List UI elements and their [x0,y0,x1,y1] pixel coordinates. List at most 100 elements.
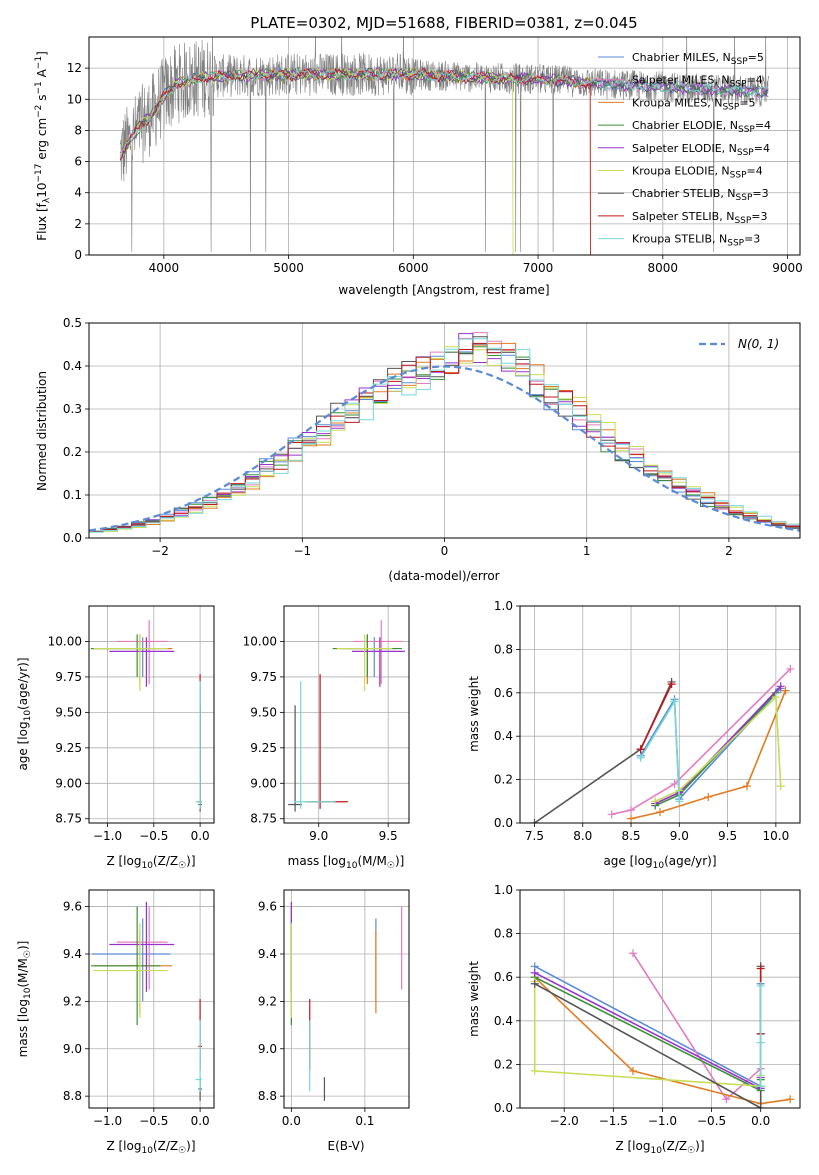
age-vs-Z-chart-frame [88,605,215,824]
x-axis-label-part: Z [log [106,854,141,868]
weight-Z-line-chabrier_stelib [534,966,762,1108]
weight-vs-Z-chart-plot-area [530,949,795,1108]
weight-age-marker-kroupa_miles [656,808,664,817]
mass-vs-ebv-chart-grid [284,890,409,1108]
y-tick-label: 0 [74,248,82,262]
residual-chart: −2 −1 0 1 2 0.0 0.1 0.2 0.3 0.4 0.5 (data-model)/er… [35,316,801,583]
spectrum-chart-plot-area [119,37,769,255]
x-axis-label: Z [log10(Z/Z☉)] [615,1139,704,1156]
x-axis-label-part: (age/yr)] [664,854,716,868]
y-axis-label-part: 10 [23,710,33,722]
weight-Z-marker-chabrier_stelib [530,979,539,988]
y-axis-label-part: −2 [34,105,44,118]
weight-Z-marker-kroupa_stelib [756,1038,765,1047]
y-tick-label: 0.1 [63,488,82,502]
x-tick-label: 1 [583,544,591,558]
legend-entry-chabrier_miles-part: Chabrier MILES [632,51,716,64]
y-tick-label: 0.4 [494,729,513,743]
weight-Z-marker-kroupa_stelib [756,1082,765,1091]
y-tick-label: 4 [74,186,82,200]
y-axis-label-part: s [35,95,49,105]
weight-age-marker-kroupa_miles [627,814,636,823]
legend-entry-kroupa_miles-part: , N [707,96,722,109]
weight-Z-marker-salpeter_miles [628,949,637,958]
y-tick-label: 2 [74,217,82,231]
residual-chart-frame [88,322,801,539]
y-tick-label: 1.0 [494,599,513,613]
x-tick-label: 7.5 [525,829,544,843]
y-tick-label: 0.0 [63,531,82,545]
y-axis-label-part: ☉ [23,950,33,958]
y-tick-label: 9.2 [63,994,82,1008]
x-axis-label-part: (Z/Z [153,1139,178,1153]
x-tick-label: 2 [725,544,733,558]
y-tick-label: 9.4 [258,947,277,961]
y-axis-label-part: erg cm [35,118,49,164]
legend-entry-salpeter_stelib-part: Salpeter STELIB [632,210,719,223]
y-axis-label-part: A [35,68,49,81]
y-tick-label: 0.4 [63,359,82,373]
legend-entry-chabrier_miles-part: SSP [731,57,748,67]
legend-entry-chabrier_stelib-part: =3 [752,187,768,200]
y-tick-label: 1.0 [494,883,513,897]
y-axis-label-part: 10 [35,183,49,198]
y-tick-label: 8.75 [250,812,277,826]
weight-age-marker-kroupa_miles [742,782,751,791]
y-tick-label: 0.6 [494,686,513,700]
mass-vs-Z-chart: −1.0 −0.5 0.08.89.09.29.49.6Z [log10(Z/Z☉)… [16,889,215,1156]
model-spectrum-kroupa_elodie [119,67,514,255]
x-axis-label-part: ☉ [178,861,186,871]
y-tick-label: 9.75 [250,670,277,684]
legend-entry-salpeter_elodie-part: Salpeter ELODIE [632,142,722,155]
x-axis-label-part: 10 [141,861,153,871]
legend-entry-chabrier_stelib: Chabrier STELIB, NSSP=3 [632,187,769,203]
y-axis-label: mass [log10(M/M☉)] [16,941,33,1058]
x-axis-label: (data-model)/error [388,569,499,583]
x-tick-label: 0.0 [191,1114,210,1128]
legend-entry-kroupa_elodie-part: , N [714,165,729,178]
spectrum-chart: 4000 5000 6000 7000 8000 9000 0 2 4 6 8 10 12 PLATE=0… [34,14,803,297]
x-tick-label: 0.1 [355,1114,374,1128]
legend-entry-kroupa_elodie-part: Kroupa ELODIE [632,165,714,178]
weight-age-line-kroupa_stelib [640,698,681,802]
legend-entry-chabrier_elodie-part: Chabrier ELODIE [632,119,723,132]
legend-entry-chabrier_miles-part: , N [716,51,731,64]
age-vs-Z-chart-grid [89,606,214,823]
x-tick-label: 0.0 [282,1114,301,1128]
x-axis-label-part: ☉ [687,1146,695,1156]
y-tick-label: 6 [74,155,82,169]
weight-age-marker-chabrier_stelib [530,819,539,823]
x-axis-label: wavelength [Angstrom, rest frame] [338,283,549,297]
x-axis-label-part: )] [186,854,195,868]
y-tick-label: 0.0 [494,816,513,830]
y-tick-label: 0.5 [63,316,82,330]
gaussian-curve [89,365,800,532]
x-axis-label-part: (Z/Z [662,1139,687,1153]
y-tick-label: 9.50 [55,705,82,719]
x-tick-label: −2 [151,544,169,558]
chart-title: PLATE=0302, MJD=51688, FIBERID=0381, z=0… [250,14,637,32]
mass-vs-ebv-chart: 0.0 0.1 8.8 9.0 9.2 9.4 9.6 E(B-V) [258,889,410,1153]
x-axis-label: mass [log10(M/M☉)] [288,854,405,871]
legend-entry-chabrier_miles: Chabrier MILES, NSSP=5 [632,51,764,67]
legend-entry-kroupa_stelib-part: , N [712,233,727,246]
y-axis-label-part: λ [42,197,52,203]
legend-entry-salpeter_stelib: Salpeter STELIB, NSSP=3 [632,210,768,226]
mass-vs-ebv-chart-plot-area [290,901,403,1101]
legend-entry-kroupa_stelib: Kroupa STELIB, NSSP=3 [632,233,760,249]
weight-age-marker-kroupa_miles [781,686,790,695]
x-tick-label: 6000 [398,261,429,275]
model-spectrum-salpeter_stelib [119,67,591,255]
legend-entry-salpeter_elodie-part: SSP [737,148,754,158]
x-axis-label-part: ☉ [178,1146,186,1156]
x-axis-label-part: 10 [653,861,665,871]
legend-entry-kroupa_miles-part: SSP [722,102,739,112]
y-tick-label: 9.2 [258,994,277,1008]
weight-Z-marker-kroupa_miles [628,1066,637,1075]
legend-entry-salpeter_miles-part: SSP [730,80,747,90]
y-tick-label: 9.50 [250,705,277,719]
weight-Z-marker-kroupa_miles [786,1095,795,1104]
age-vs-mass-chart-plot-area [288,620,405,812]
y-axis-label-part: (M/M [16,958,30,987]
